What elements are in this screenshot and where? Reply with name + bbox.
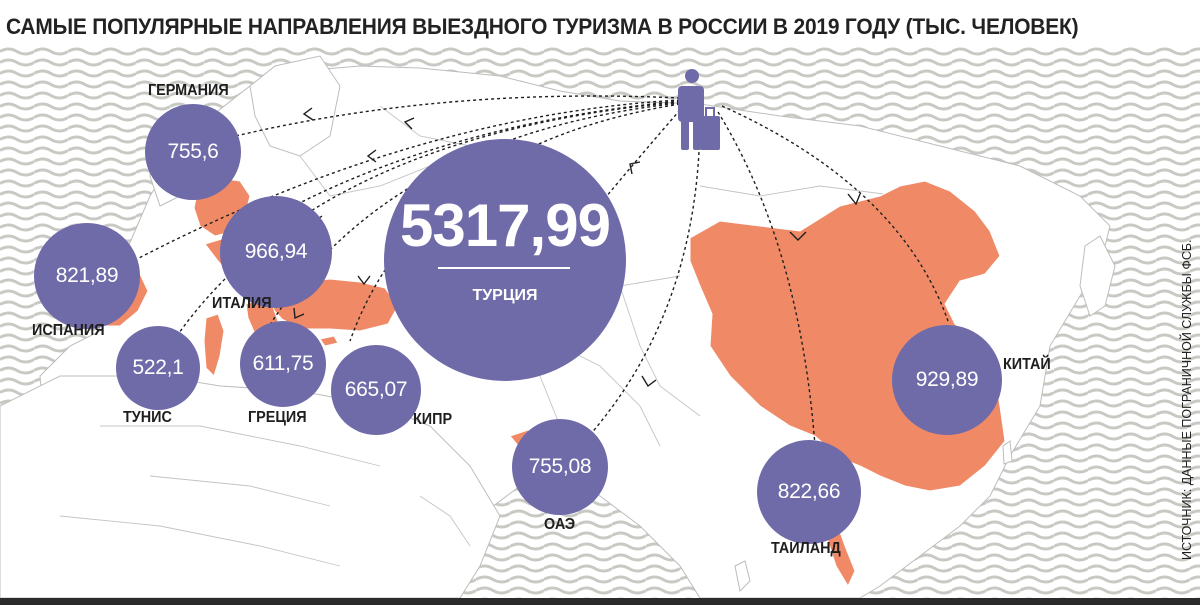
arrowhead-cyprus xyxy=(357,275,371,286)
value-china: 929,89 xyxy=(915,368,979,391)
value-uae: 755,08 xyxy=(528,455,592,478)
bubble-tunisia: 522,1 xyxy=(116,326,200,410)
route-uae xyxy=(579,115,701,447)
label-italy: ИТАЛИЯ xyxy=(212,295,272,312)
arrowhead-turkey xyxy=(629,161,641,175)
label-uae: ОАЭ xyxy=(544,516,576,533)
label-thailand: ТАИЛАНД xyxy=(771,540,841,557)
arrowhead-spain xyxy=(403,117,415,130)
value-cyprus: 665,07 xyxy=(344,378,408,401)
label-greece: ГРЕЦИЯ xyxy=(248,409,307,426)
value-thailand: 822,66 xyxy=(777,480,841,503)
arrowhead-greece xyxy=(293,307,305,320)
value-turkey: 5317,99 xyxy=(400,192,611,259)
value-tunisia: 522,1 xyxy=(132,356,184,379)
page-title: САМЫЕ ПОПУЛЯРНЫЕ НАПРАВЛЕНИЯ ВЫЕЗДНОГО Т… xyxy=(6,14,1079,39)
value-spain: 821,89 xyxy=(55,264,119,287)
arrowhead-uae xyxy=(641,375,657,388)
bubble-germany: 755,6 xyxy=(145,104,241,200)
route-thailand xyxy=(717,111,816,447)
tunisia-shape xyxy=(203,313,225,377)
label-china: КИТАЙ xyxy=(1003,356,1051,373)
arrowhead-china xyxy=(847,193,861,206)
bubble-greece: 611,75 xyxy=(240,321,326,407)
bubble-spain: 821,89 xyxy=(34,223,140,329)
bubble-italy: 966,94 xyxy=(220,196,332,308)
bottom-rule xyxy=(0,598,1200,605)
label-tunisia: ТУНИС xyxy=(123,409,172,426)
arrowhead-germany xyxy=(302,107,314,121)
bubble-cyprus: 665,07 xyxy=(331,345,421,435)
label-cyprus: КИПР xyxy=(413,411,453,428)
source-note: ИСТОЧНИК: ДАННЫЕ ПОГРАНИЧНОЙ СЛУЖБЫ ФСБ. xyxy=(1180,239,1194,560)
bubble-china: 929,89 xyxy=(892,325,1002,435)
route-spain xyxy=(104,99,681,277)
value-germany: 755,6 xyxy=(167,140,219,163)
bubble-uae: 755,08 xyxy=(512,419,608,515)
label-turkey: ТУРЦИЯ xyxy=(472,287,538,304)
arrowhead-thailand xyxy=(789,231,807,241)
arrowhead-italy xyxy=(366,149,377,163)
cyprus-shape xyxy=(319,335,339,347)
traveler-with-suitcase-icon xyxy=(678,69,720,150)
label-spain: ИСПАНИЯ xyxy=(32,322,105,339)
value-italy: 966,94 xyxy=(244,240,308,263)
value-greece: 611,75 xyxy=(252,352,314,375)
bubble-turkey: 5317,99 ТУРЦИЯ xyxy=(384,139,626,381)
bubble-thailand: 822,66 xyxy=(757,440,861,544)
route-china xyxy=(721,105,949,322)
label-germany: ГЕРМАНИЯ xyxy=(148,82,229,99)
divider-line xyxy=(438,267,570,269)
